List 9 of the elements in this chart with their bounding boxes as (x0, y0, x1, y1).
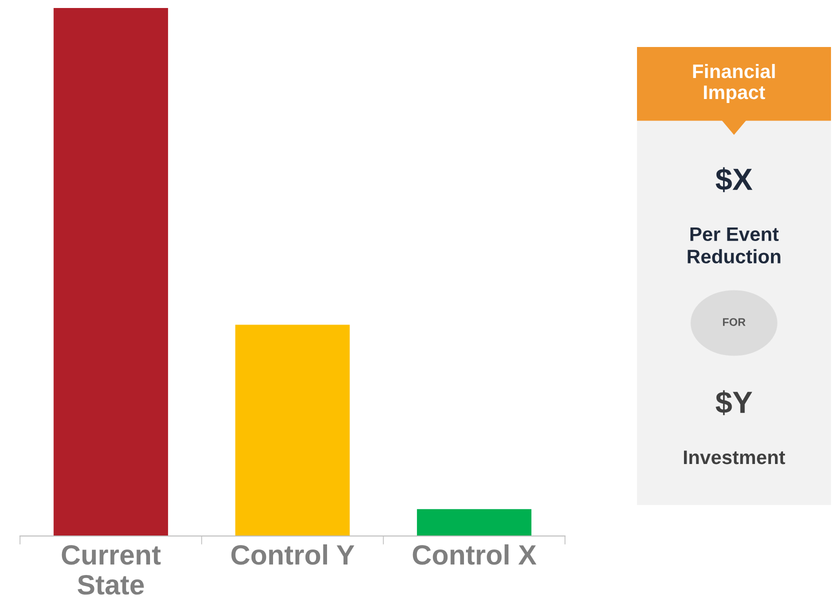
text: $X (716, 167, 752, 192)
x-tick-label: Control Y (231, 544, 354, 565)
text: $Y (716, 390, 752, 416)
x-tick-label: Current State (62, 545, 161, 595)
x-tick-label: Control X (412, 544, 536, 565)
text: Investment (684, 450, 786, 464)
text: Financial Impact (693, 64, 775, 104)
text: FOR (723, 318, 746, 326)
text: Per Event Reduction (688, 227, 780, 264)
